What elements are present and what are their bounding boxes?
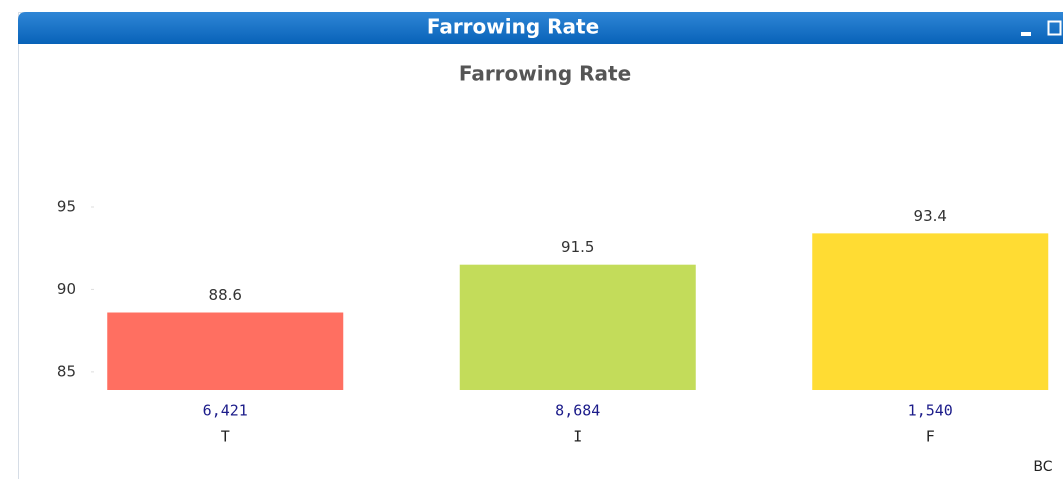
value-label: 88.6: [209, 286, 242, 304]
y-tick-label: 90: [57, 280, 76, 298]
bar: [107, 312, 344, 390]
chart-title: Farrowing Rate: [459, 62, 631, 86]
maximize-button[interactable]: [1047, 20, 1062, 36]
count-label: 6,421: [203, 402, 248, 420]
y-tick-label: 85: [57, 362, 76, 380]
value-label: 91.5: [561, 238, 594, 256]
count-label: 1,540: [908, 402, 953, 420]
y-tick-label: 95: [57, 197, 76, 215]
minimize-button[interactable]: [1021, 32, 1031, 36]
x-tick-label: F: [926, 428, 935, 446]
title-bar: [18, 12, 1063, 44]
value-label: 93.4: [914, 207, 947, 225]
annotation: BC: [1033, 459, 1052, 475]
x-tick-label: T: [221, 428, 230, 446]
count-label: 8,684: [555, 402, 600, 420]
bar: [459, 264, 696, 390]
bar: [812, 233, 1049, 390]
window-title: Farrowing Rate: [427, 15, 599, 39]
x-tick-label: I: [573, 428, 582, 446]
